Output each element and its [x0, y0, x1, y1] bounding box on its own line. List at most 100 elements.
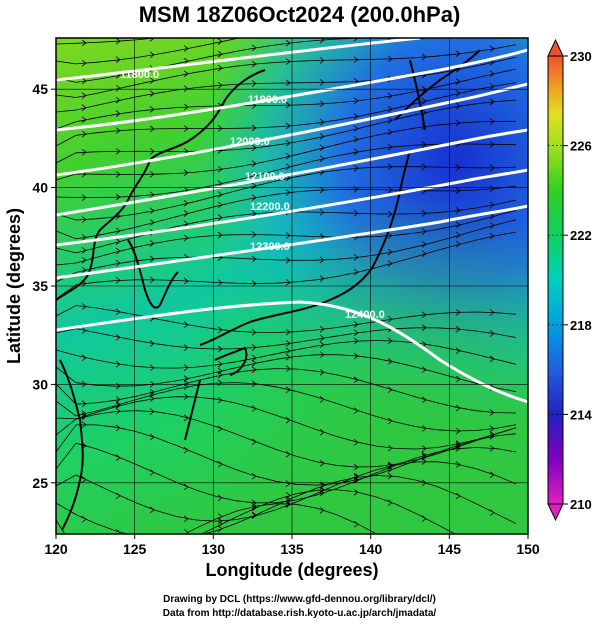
streamline-arrow	[387, 444, 393, 452]
streamline-arrow	[353, 407, 359, 414]
streamline-arrow	[353, 438, 359, 446]
streamline-arrow	[489, 330, 495, 337]
streamline-arrow	[183, 85, 189, 92]
streamline-arrow	[319, 133, 325, 140]
streamline-arrow	[286, 25, 290, 31]
streamline-arrow	[285, 450, 291, 458]
streamline-arrow	[115, 247, 121, 255]
streamline	[56, 82, 517, 147]
streamlines	[56, 0, 517, 557]
streamline-arrow	[489, 164, 495, 172]
streamline-arrow	[421, 311, 427, 319]
streamline-arrow	[81, 116, 87, 124]
streamline-arrow	[149, 364, 155, 372]
contour-labels: 11800.0 11900.0 12000.0 12100.0 12200.0 12300…	[120, 69, 385, 321]
streamline	[56, 68, 517, 130]
streamline-arrow	[319, 100, 325, 108]
streamline-arrow	[285, 416, 291, 424]
streamline-arrow	[455, 102, 461, 110]
streamline-arrow	[251, 231, 257, 238]
colorbar: 210 214 218 222 226 230	[547, 38, 592, 522]
streamline-arrow	[285, 353, 291, 361]
streamline-arrow	[251, 329, 257, 336]
streamline-arrow	[455, 308, 461, 316]
streamline-arrow	[149, 433, 155, 441]
streamline-arrow	[251, 504, 257, 512]
streamline-arrow	[217, 165, 223, 173]
streamline-arrow	[353, 488, 359, 496]
streamline-arrow	[387, 186, 393, 194]
y-axis-ticks: 25 30 35 40 45	[32, 81, 56, 491]
streamline-arrow	[286, 12, 290, 18]
streamline-arrow	[353, 321, 359, 328]
streamline-arrow	[115, 492, 121, 499]
streamline-arrow	[251, 172, 257, 179]
streamline-arrow	[455, 404, 461, 412]
streamline-arrow	[455, 221, 461, 229]
height-contours	[56, 38, 528, 404]
colorbar-tick-label: 230	[570, 49, 592, 64]
map-title: MSM 18Z06Oct2024 (200.0hPa)	[138, 2, 461, 27]
streamline-arrow	[319, 256, 325, 264]
streamline-arrow	[353, 376, 359, 384]
streamline-arrow	[251, 60, 257, 68]
streamline-arrow	[353, 352, 359, 360]
x-axis-label: Longitude (degrees)	[205, 560, 378, 580]
streamline-arrow	[251, 511, 257, 519]
streamline	[56, 231, 517, 300]
streamline-arrow	[455, 427, 461, 435]
streamline-arrow	[489, 45, 495, 53]
streamline-arrow	[217, 460, 223, 468]
streamline-arrow	[285, 340, 291, 347]
streamline-arrow	[217, 345, 223, 353]
streamline-arrow	[455, 442, 461, 450]
streamline-arrow	[387, 337, 393, 345]
streamline-arrow	[217, 50, 223, 58]
streamline-arrow	[115, 334, 121, 341]
streamline-arrow	[421, 209, 427, 217]
contour-label: 12100.0	[245, 171, 285, 183]
streamline-arrow	[421, 515, 427, 522]
streamline-arrow	[455, 325, 461, 333]
streamline-arrow	[217, 201, 223, 209]
streamline-arrow	[252, 19, 256, 25]
streamline	[56, 99, 517, 164]
streamline-arrow	[421, 141, 427, 148]
streamline-arrow	[489, 409, 495, 416]
streamline-arrow	[285, 189, 291, 196]
streamline-arrow	[489, 98, 495, 106]
streamline-arrow	[285, 365, 291, 373]
streamline-arrow	[319, 334, 325, 342]
streamline-arrow	[183, 483, 189, 491]
streamline-arrow	[319, 459, 325, 467]
streamline-arrow	[149, 255, 155, 263]
streamline-arrow	[354, 16, 358, 22]
y-tick-label: 40	[32, 180, 48, 196]
streamline-arrow	[421, 250, 427, 257]
streamline-arrow	[285, 163, 291, 171]
streamline-arrow	[285, 347, 291, 355]
streamline-arrow	[251, 438, 257, 446]
streamline	[56, 410, 517, 468]
x-tick-label: 145	[438, 541, 462, 557]
streamline-arrow	[456, 38, 457, 39]
x-tick-label: 130	[202, 541, 226, 557]
streamline-arrow	[421, 458, 427, 465]
streamline-arrow	[82, 551, 86, 557]
streamline-arrow	[421, 366, 427, 374]
streamline-arrow	[489, 431, 495, 438]
streamline	[56, 38, 159, 45]
streamline-arrow	[183, 383, 189, 391]
streamline-arrow	[217, 396, 223, 404]
streamline-arrow	[115, 238, 121, 245]
streamline-arrow	[217, 125, 223, 132]
streamline-arrow	[183, 210, 189, 217]
streamline-arrow	[455, 50, 461, 58]
streamline-arrow	[184, 31, 188, 37]
streamline-arrow	[353, 463, 359, 471]
streamline-arrow	[388, 0, 392, 1]
streamline-arrow	[184, 537, 188, 543]
streamline-arrow	[353, 56, 359, 64]
colorbar-tick-label: 226	[570, 139, 592, 154]
streamline-arrow	[183, 45, 189, 52]
